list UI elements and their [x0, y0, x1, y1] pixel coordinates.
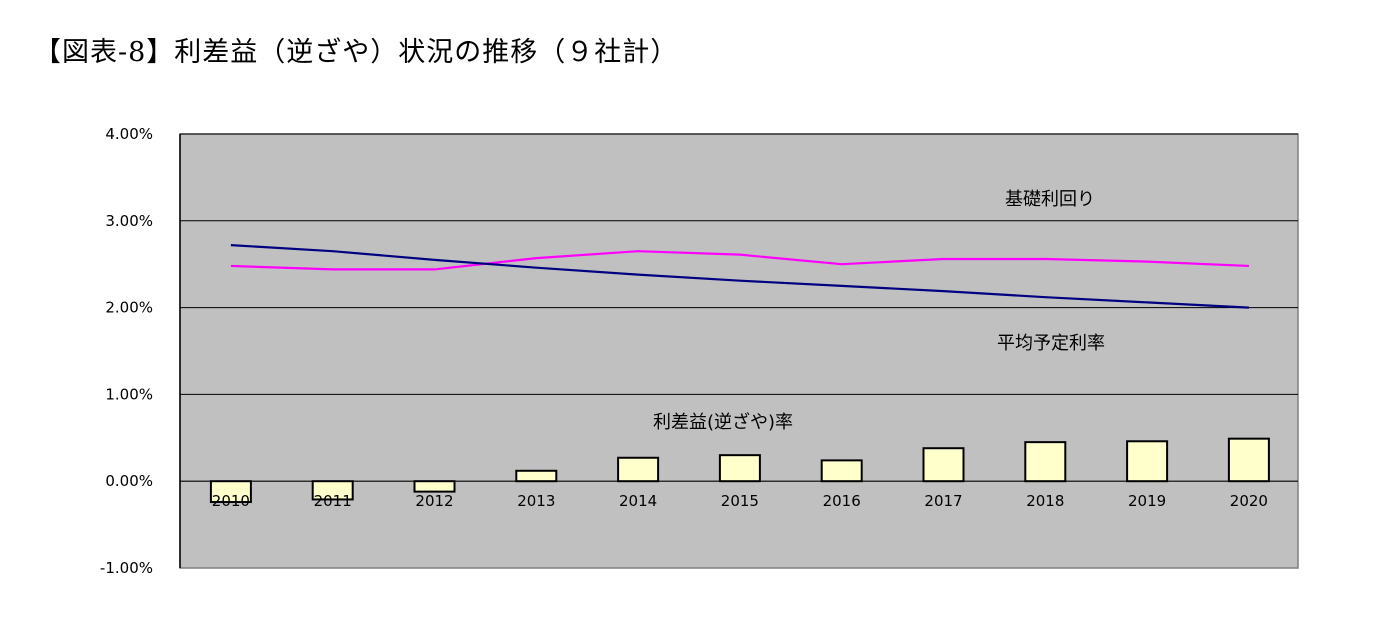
y-tick-label: 0.00% — [105, 472, 153, 490]
y-tick-label: 1.00% — [105, 385, 153, 403]
y-tick-label: 3.00% — [105, 212, 153, 230]
x-tick-label: 2018 — [1026, 492, 1064, 510]
line-avg-assumed-rate — [230, 244, 1249, 309]
x-tick-label: 2013 — [517, 492, 555, 510]
x-tick-label: 2017 — [924, 492, 962, 510]
label-spread-rate: 利差益(逆ざや)率 — [653, 411, 793, 433]
y-tick-labels: 4.00% 3.00% 2.00% 1.00% 0.00% -1.00% — [100, 125, 153, 577]
label-basic-yield: 基礎利回り — [1005, 189, 1095, 210]
x-tick-labels: 2010 2011 2012 2013 2014 2015 2016 2017 2018 2019… — [212, 492, 1268, 510]
page-title: 【図表-8】利差益（逆ざや）状況の推移（９社計） — [34, 37, 679, 68]
x-tick-label: 2020 — [1230, 492, 1268, 510]
line-basic-yield — [230, 250, 1249, 271]
x-tick-label: 2014 — [619, 492, 657, 510]
bar-2018 — [1024, 441, 1067, 483]
bar-2019 — [1126, 440, 1169, 483]
x-tick-label: 2019 — [1128, 492, 1166, 510]
bar-2014 — [617, 456, 660, 483]
x-tick-label: 2016 — [823, 492, 861, 510]
label-avg-assumed-rate: 平均予定利率 — [997, 333, 1105, 354]
bar-2012 — [413, 480, 456, 493]
y-tick-label: 2.00% — [105, 299, 153, 317]
x-tick-label: 2012 — [415, 492, 453, 510]
bar-2020 — [1227, 437, 1270, 483]
y-tick-label: -1.00% — [100, 559, 153, 577]
plot-area — [179, 133, 1299, 569]
bar-2017 — [922, 447, 965, 483]
x-tick-label: 2011 — [314, 492, 352, 510]
line-series — [230, 244, 1249, 309]
bar-2016 — [820, 459, 863, 483]
bar-2013 — [515, 469, 558, 483]
y-tick-label: 4.00% — [105, 125, 153, 143]
gridlines — [180, 133, 1298, 395]
x-tick-label: 2010 — [212, 492, 250, 510]
x-tick-label: 2015 — [721, 492, 759, 510]
bar-series — [209, 437, 1270, 504]
bar-2015 — [718, 454, 761, 483]
